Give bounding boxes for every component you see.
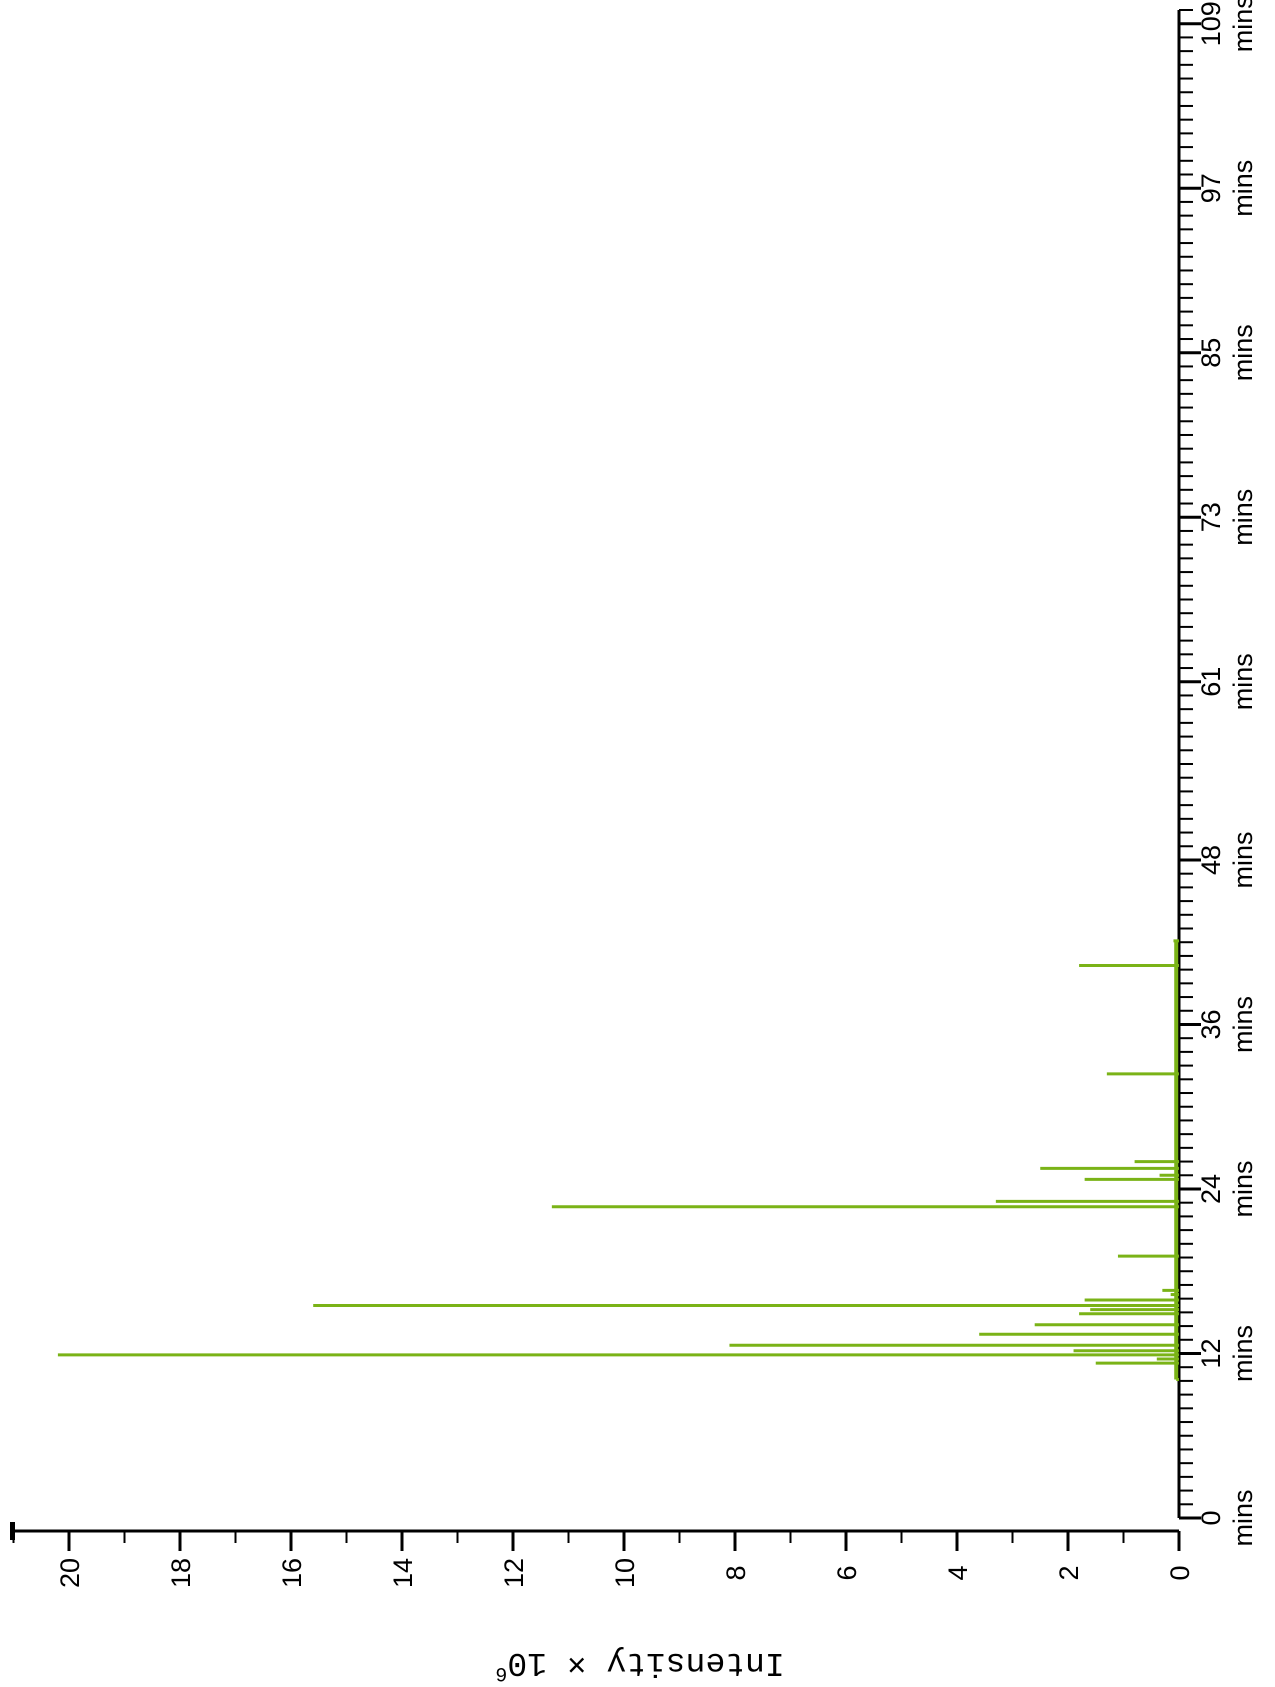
time-tick-label: 24 [1196, 1174, 1226, 1204]
intensity-tick-label: 4 [943, 1565, 973, 1580]
time-tick-unit: mins [1228, 831, 1258, 888]
intensity-tick-label: 0 [1165, 1565, 1195, 1580]
time-tick-unit: mins [1228, 996, 1258, 1053]
time-tick-label: 85 [1196, 338, 1226, 368]
intensity-tick-label: 2 [1054, 1565, 1084, 1580]
intensity-axis-title-exponent: 6 [495, 1661, 507, 1682]
time-tick-unit: mins [1228, 1325, 1258, 1382]
intensity-tick-label: 6 [832, 1565, 862, 1580]
intensity-tick-label: 10 [610, 1558, 640, 1588]
axes-layer [10, 9, 1201, 1551]
time-tick-unit: mins [1228, 160, 1258, 217]
intensity-tick-label: 12 [499, 1558, 529, 1588]
time-tick-label: 61 [1196, 667, 1226, 697]
time-tick-label: 36 [1196, 1009, 1226, 1039]
intensity-axis-title: Intensity × 106 [495, 1644, 784, 1684]
time-tick-unit: mins [1228, 324, 1258, 381]
intensity-tick-label: 18 [166, 1558, 196, 1588]
intensity-tick-label: 20 [55, 1558, 85, 1588]
time-tick-unit: mins [1228, 1160, 1258, 1217]
time-tick-unit: mins [1228, 653, 1258, 710]
time-tick-label: 73 [1196, 502, 1226, 532]
intensity-tick-label: 8 [721, 1565, 751, 1580]
intensity-tick-label: 14 [388, 1558, 418, 1588]
intensity-axis-title-text: Intensity × 106 [495, 1644, 784, 1682]
time-tick-label: 0 [1196, 1510, 1226, 1525]
time-tick-unit: mins [1228, 1489, 1258, 1546]
time-tick-label: 12 [1196, 1338, 1226, 1368]
time-tick-label: 97 [1196, 173, 1226, 203]
intensity-tick-label: 16 [277, 1558, 307, 1588]
time-tick-unit: mins [1228, 0, 1258, 52]
time-tick-label: 48 [1196, 845, 1226, 875]
time-tick-label: 109 [1196, 1, 1226, 46]
time-tick-unit: mins [1228, 489, 1258, 546]
series-layer [57, 939, 1179, 1382]
